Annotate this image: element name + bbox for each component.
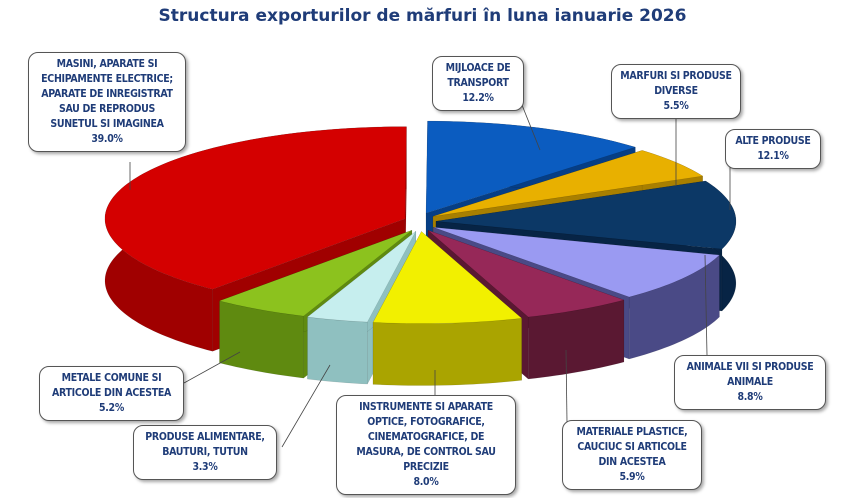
data-label-animale: ANIMALE VII SI PRODUSE ANIMALE 8.8% [674,355,826,410]
leader-line [183,351,241,384]
leader-line [281,364,331,448]
pie-slice [104,126,407,290]
slice-label: PRODUSE ALIMENTARE, BAUTURI, TUTUN [145,431,265,458]
slice-label: ANIMALE VII SI PRODUSE ANIMALE [686,361,814,388]
slice-value: 12.2% [462,92,494,104]
slice-outer-wall [527,299,625,380]
slice-value: 12.1% [757,150,789,162]
leader-line [565,349,568,423]
slice-value: 5.9% [619,471,645,483]
leader-line [519,99,541,151]
slice-outer-wall [307,316,368,385]
slice-label: MARFURI SI PRODUSE DIVERSE [620,70,732,97]
slice-outer-wall [372,318,522,386]
pie-slice [306,231,417,323]
slice-value: 8.0% [413,476,439,488]
slice-label: ALTE PRODUSE [735,135,811,147]
pie-slice [427,230,625,318]
slice-label: MATERIALE PLASTICE, CAUCIUC SI ARTICOLE … [576,426,688,468]
pie-slice [218,230,413,317]
chart-title: Structura exporturilor de mărfuri în lun… [158,6,687,26]
data-label-transport: MIJLOACE DE TRANSPORT 12.2% [432,56,524,111]
slice-value: 5.2% [99,402,124,414]
pie-slice [372,231,523,324]
slice-value: 5.5% [663,100,689,112]
slice-label: MASINI, APARATE SI ECHIPAMENTE ELECTRICE… [41,58,173,130]
leader-line [704,254,708,356]
slice-label: METALE COMUNE SI ARTICOLE DIN ACESTEA [51,372,172,399]
slice-value: 3.3% [192,461,218,473]
data-label-alimentare: PRODUSE ALIMENTARE, BAUTURI, TUTUN 3.3% [133,425,277,480]
slice-label: INSTRUMENTE SI APARATE OPTICE, FOTOGRAFI… [356,401,496,473]
slice-value: 39.0% [91,133,123,145]
data-label-alte: ALTE PRODUSE 12.1% [725,129,821,169]
data-label-masini: MASINI, APARATE SI ECHIPAMENTE ELECTRICE… [28,52,186,152]
data-label-metale: METALE COMUNE SI ARTICOLE DIN ACESTEA 5.… [39,366,184,421]
pie-slice [425,120,637,214]
data-label-instrumente: INSTRUMENTE SI APARATE OPTICE, FOTOGRAFI… [336,395,516,495]
pie-slice [433,227,720,298]
slice-label: MIJLOACE DE TRANSPORT [445,62,511,89]
data-label-diverse: MARFURI SI PRODUSE DIVERSE 5.5% [611,64,741,119]
slice-value: 8.8% [737,391,763,403]
pie-slice [435,180,737,250]
data-label-plastice: MATERIALE PLASTICE, CAUCIUC SI ARTICOLE … [562,420,702,490]
